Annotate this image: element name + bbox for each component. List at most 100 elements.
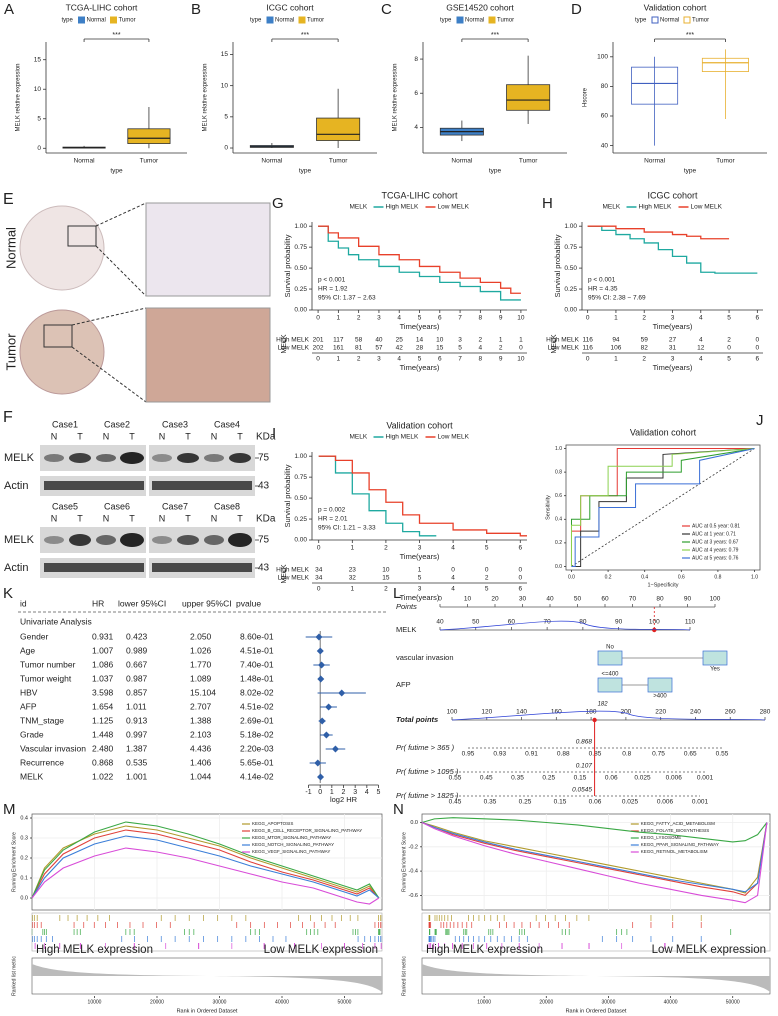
legend-label: AUC at 3 years: 0.67 (692, 539, 739, 545)
risk-x-tick-label: 3 (418, 586, 422, 593)
legend-label: KEGG_RETINOL_METABOLISM (641, 849, 708, 854)
risk-x-axis-label: Time(years) (400, 593, 440, 602)
box (127, 128, 171, 144)
plot-frame (421, 813, 771, 911)
y-tick-label: 15 (34, 56, 42, 63)
zoom-image (145, 202, 271, 297)
row-label: Pr( futime > 365 ) (396, 743, 455, 752)
x-axis-label: Rank in Ordered Dataset (177, 1008, 238, 1014)
zoom-line (95, 202, 147, 227)
row-tick-label: 0.55 (716, 751, 729, 758)
lane-label: T (185, 513, 191, 523)
y-tick-label: 5 (224, 114, 228, 121)
row-label: Normal (3, 227, 18, 269)
upper-value: 1.388 (190, 715, 212, 725)
lane-label: T (185, 431, 191, 441)
panel-label: G (272, 195, 284, 212)
row-tick-label: 0.001 (692, 799, 709, 806)
significance: *** (301, 32, 309, 39)
row-tick-label: 40 (546, 596, 554, 603)
x-tick-label: 2 (357, 315, 361, 322)
risk-count: 2 (499, 345, 503, 352)
risk-count: 116 (582, 337, 593, 344)
y-tick-label: 40 (601, 142, 609, 149)
legend-label: KEGG_NOTCH_SIGNALING_PATHWAY (252, 842, 334, 847)
hr-point (317, 773, 325, 781)
y-tick-label: -0.2 (409, 844, 418, 850)
risk-x-tick-label: 2 (642, 356, 646, 363)
y-tick-label: 0.0 (20, 895, 28, 901)
row-tick-label: 80 (656, 596, 664, 603)
row-tick-label: 110 (685, 619, 696, 626)
category-box (597, 650, 623, 666)
x-tick-label: Normal (261, 158, 283, 165)
risk-x-tick-label: 5 (418, 356, 422, 363)
legend-swatch (110, 16, 117, 24)
row-tick-label: 260 (725, 709, 736, 716)
x-tick-label: Tumor (519, 158, 538, 165)
risk-count: 42 (396, 345, 404, 352)
significance: *** (112, 32, 120, 39)
lane-label: T (129, 431, 135, 441)
row-tick-label: 0.006 (666, 775, 683, 782)
row-tick-label: 0.25 (519, 799, 532, 806)
lane-label: T (77, 513, 83, 523)
row-tick-label: 0.45 (480, 775, 493, 782)
legend-label: KEGG_FATTY_ACID_METABOLISM (641, 821, 715, 826)
y-tick-label: 0.50 (564, 265, 577, 272)
column-header: lower 95%CI (118, 598, 166, 608)
p-value: 5.18e-02 (240, 729, 274, 739)
lane-label: N (51, 513, 58, 523)
risk-row-label: High MELK (276, 337, 310, 344)
upper-value: 1.026 (190, 645, 212, 655)
risk-x-tick-label: 1 (614, 356, 618, 363)
risk-x-tick-label: 4 (699, 356, 703, 363)
x-tick-label: 3 (418, 545, 422, 552)
x-tick-label: 2 (642, 315, 646, 322)
tissue-core (19, 309, 105, 395)
y-tick-label: 0.00 (294, 537, 307, 544)
protein-label: MELK (4, 452, 35, 464)
row-label: Tumor (3, 333, 18, 371)
hr-value: 1.086 (92, 659, 114, 669)
risk-row-label: High MELK (276, 567, 310, 574)
risk-count: 1 (519, 337, 523, 344)
risk-count: 94 (612, 337, 620, 344)
risk-x-tick-label: 6 (756, 356, 760, 363)
row-tick-label: 100 (649, 619, 660, 626)
roc-curve (570, 448, 755, 567)
y-tick-label: 4 (414, 124, 418, 131)
upper-value: 1.770 (190, 659, 212, 669)
x-tick-label: 1 (351, 545, 355, 552)
row-label: Tumor number (20, 659, 76, 669)
x-tick-label: 20000 (150, 999, 164, 1005)
x-tick-label: 0 (318, 789, 322, 796)
risk-x-tick-label: 3 (377, 356, 381, 363)
row-tick-label: 0.06 (589, 799, 602, 806)
risk-count: 4 (699, 337, 703, 344)
risk-x-tick-label: 5 (727, 356, 731, 363)
hr-value: 0.868 (92, 757, 114, 767)
risk-count: 2 (727, 337, 731, 344)
legend-title: MELK (350, 204, 368, 211)
density (451, 710, 766, 721)
x-tick-label: 1 (614, 315, 618, 322)
row-label: Total points (396, 715, 438, 724)
legend-label: Low MELK (438, 434, 470, 441)
y-tick-label: 10 (221, 82, 229, 89)
hits-frame (421, 912, 771, 952)
x-tick-label: 6 (438, 315, 442, 322)
lane-label: T (237, 431, 243, 441)
row-label: Tumor weight (20, 673, 72, 683)
case-label: Case5 (52, 501, 78, 511)
category-label: <=400 (601, 672, 619, 678)
y-axis-label: Survival probability (283, 464, 292, 527)
row-label: Gender (20, 631, 49, 641)
panel-label: A (4, 1, 14, 18)
y-tick-label: 1.00 (294, 223, 307, 230)
x-tick-label: 10000 (88, 999, 102, 1005)
row-tick-label: 70 (544, 619, 552, 626)
row-tick-label: 280 (760, 709, 771, 716)
rank-metric (422, 964, 770, 992)
